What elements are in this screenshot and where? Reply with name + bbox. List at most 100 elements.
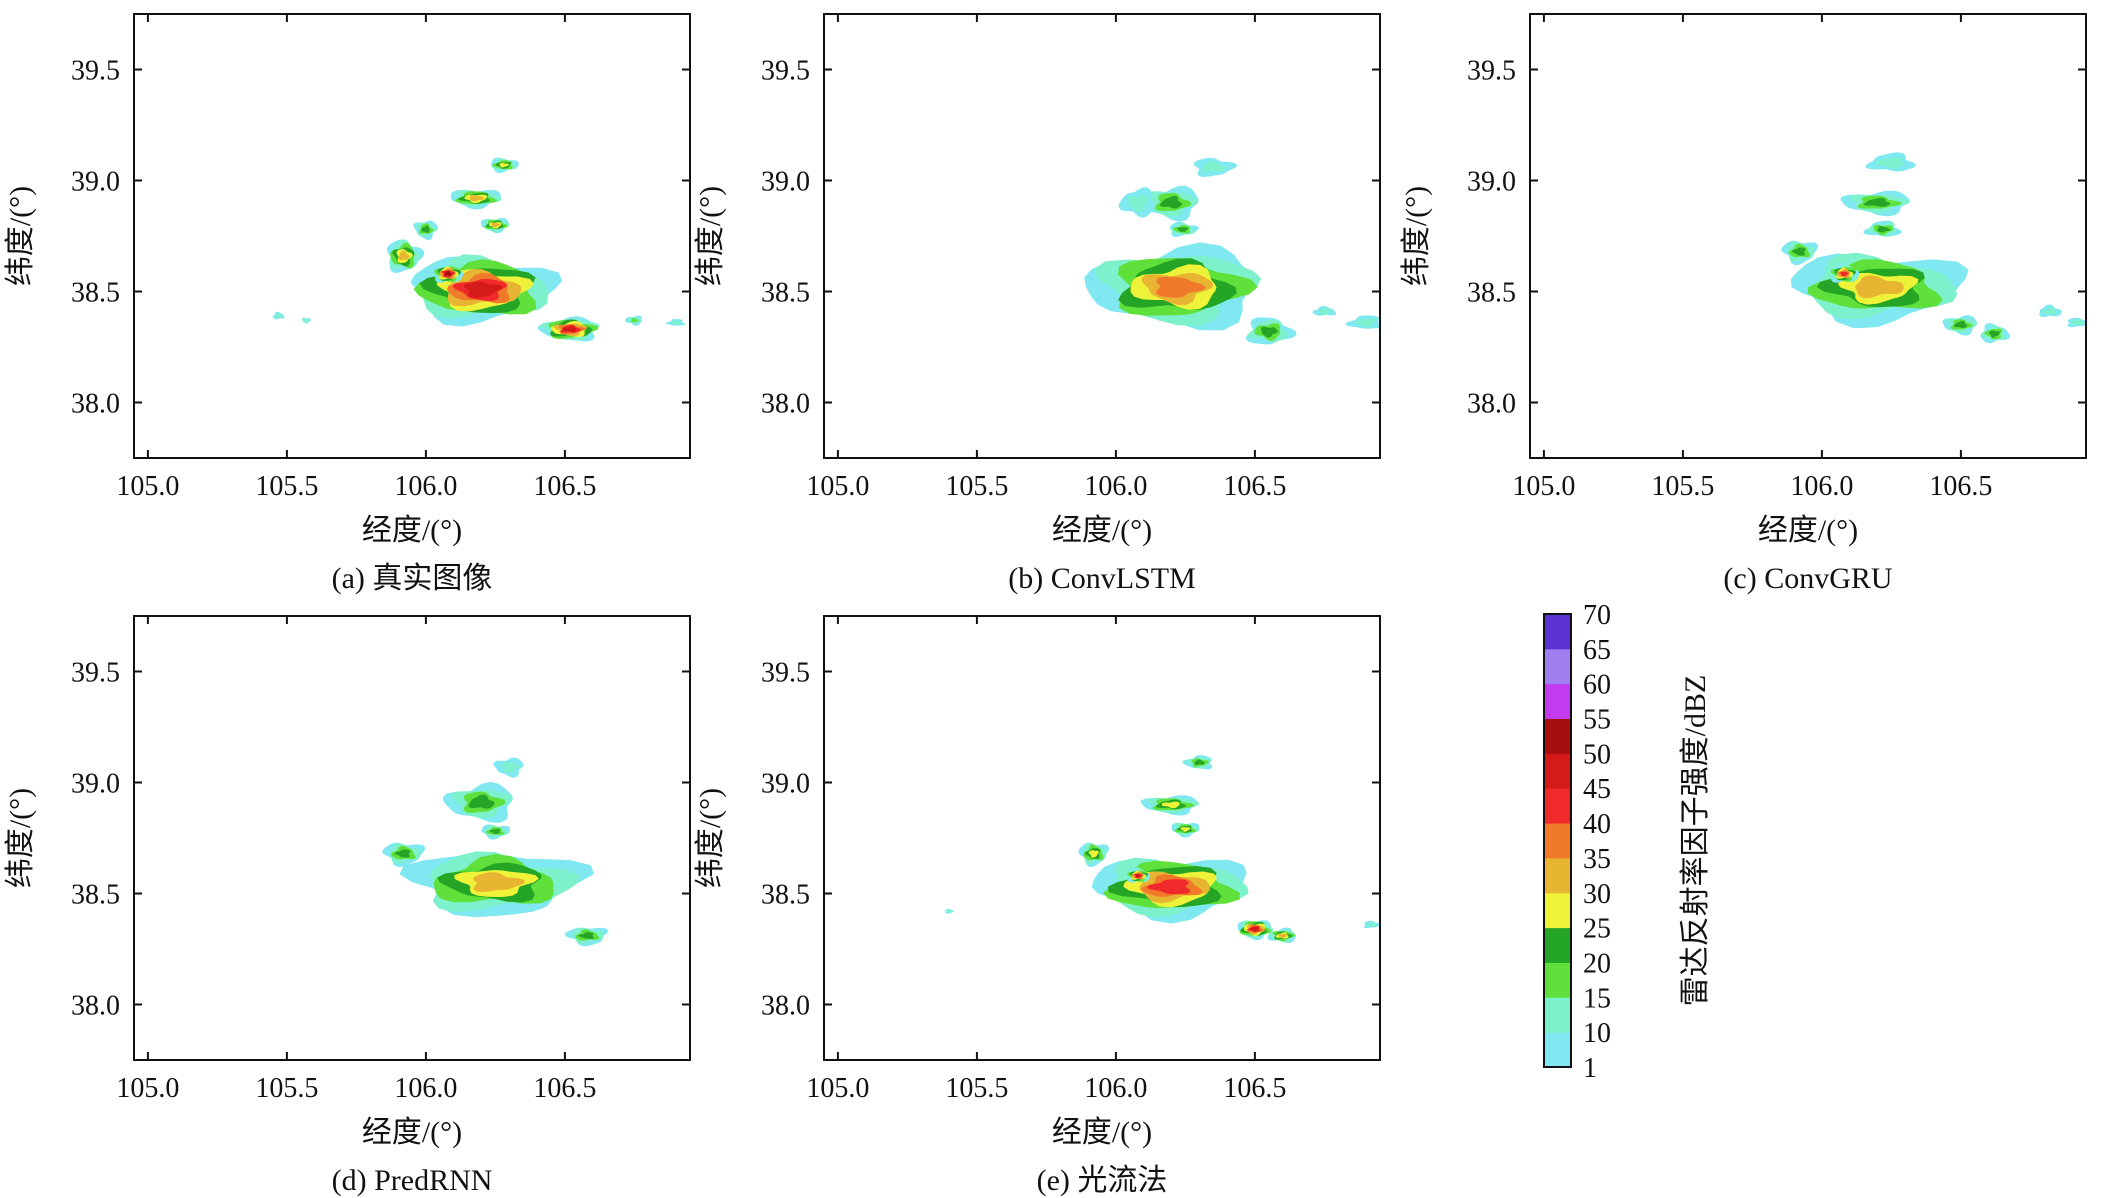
colorbar-swatch xyxy=(1544,1032,1571,1068)
colorbar-tick-label: 55 xyxy=(1583,705,1611,736)
y-tick-label: 38.5 xyxy=(71,880,120,911)
x-tick-label: 106.5 xyxy=(1223,1073,1286,1104)
echo-contour xyxy=(274,313,282,318)
echo-contour xyxy=(1877,226,1891,233)
echo-contour xyxy=(1194,759,1205,765)
x-tick-label: 105.5 xyxy=(255,471,318,502)
colorbar-swatch xyxy=(1544,718,1571,754)
echo-contour xyxy=(563,326,577,333)
echo-layer xyxy=(1781,152,2086,344)
y-axis-label: 纬度/(°) xyxy=(4,186,37,286)
y-tick-label: 38.5 xyxy=(1467,278,1516,309)
echo-contour xyxy=(578,932,594,939)
x-tick-label: 105.5 xyxy=(1651,471,1714,502)
echo-contour xyxy=(1953,320,1968,329)
echo-contour xyxy=(1316,308,1331,315)
y-tick-label: 39.5 xyxy=(1467,56,1516,87)
panel-title: (e) 光流法 xyxy=(1037,1164,1168,1197)
y-tick-label: 39.0 xyxy=(71,769,120,800)
x-axis-label: 经度/(°) xyxy=(1758,514,1858,547)
panel-d: 105.0 105.5 106.0 106.5 38.0 38.5 39.0 39.5 经度/(… xyxy=(4,615,691,1197)
panel-title: (b) ConvLSTM xyxy=(1008,562,1196,595)
echo-contour xyxy=(1863,197,1891,207)
colorbar-swatch xyxy=(1544,648,1571,685)
echo-contour xyxy=(304,318,310,322)
echo-layer xyxy=(272,157,686,342)
echo-contour xyxy=(1792,247,1806,256)
x-tick-label: 105.0 xyxy=(116,1073,179,1104)
colorbar-tick-label: 35 xyxy=(1583,844,1611,875)
y-axis-label: 纬度/(°) xyxy=(4,788,37,888)
colorbar-tick-label: 10 xyxy=(1583,1018,1611,1049)
echo-contour xyxy=(1088,850,1099,858)
echo-contour xyxy=(489,829,501,834)
colorbar-swatch xyxy=(1544,892,1571,929)
echo-contour xyxy=(1989,330,2000,338)
panels-layer: 105.0 105.5 106.0 106.5 38.0 38.5 39.0 39.5 经度/(… xyxy=(4,13,2087,1197)
y-tick-label: 38.5 xyxy=(761,880,810,911)
x-tick-label: 106.5 xyxy=(533,471,596,502)
echo-contour xyxy=(670,320,681,325)
y-tick-label: 39.5 xyxy=(71,56,120,87)
colorbar-swatch xyxy=(1544,683,1571,720)
colorbar-swatch xyxy=(1544,962,1571,998)
echo-contour xyxy=(1202,160,1226,173)
colorbar-tick-label: 30 xyxy=(1583,879,1611,910)
x-tick-label: 106.5 xyxy=(533,1073,596,1104)
y-tick-label: 38.0 xyxy=(761,389,810,420)
echo-contour xyxy=(1180,827,1190,832)
echo-contour xyxy=(1261,326,1278,338)
echo-contour xyxy=(946,909,952,913)
x-tick-label: 106.0 xyxy=(1084,471,1147,502)
echo-layer xyxy=(382,757,609,947)
x-axis-label: 经度/(°) xyxy=(362,514,462,547)
echo-contour xyxy=(472,872,526,893)
echo-contour xyxy=(468,794,495,809)
echo-contour xyxy=(2042,307,2056,315)
panel-title: (d) PredRNN xyxy=(332,1164,493,1197)
echo-layer xyxy=(1084,157,1380,345)
x-tick-label: 106.0 xyxy=(1084,1073,1147,1104)
colorbar-tick-label: 25 xyxy=(1583,914,1611,945)
x-tick-label: 106.5 xyxy=(1929,471,1992,502)
colorbar-swatch xyxy=(1544,788,1571,824)
echo-layer xyxy=(945,755,1380,943)
y-tick-label: 39.0 xyxy=(71,167,120,198)
x-tick-label: 106.5 xyxy=(1223,471,1286,502)
colorbar-swatch xyxy=(1544,997,1571,1033)
y-tick-label: 39.5 xyxy=(71,658,120,689)
echo-contour xyxy=(2070,319,2085,326)
echo-contour xyxy=(394,849,411,858)
panel-title: (a) 真实图像 xyxy=(332,562,493,595)
panel-b: 105.0 105.5 106.0 106.5 38.0 38.5 39.0 39.5 经度/(… xyxy=(694,13,1381,595)
echo-contour xyxy=(1278,933,1287,939)
y-axis-label: 纬度/(°) xyxy=(1400,186,1433,286)
echo-contour xyxy=(444,271,452,276)
echo-contour xyxy=(500,762,520,773)
x-tick-label: 105.5 xyxy=(945,1073,1008,1104)
echo-contour xyxy=(1855,275,1904,298)
y-tick-label: 38.0 xyxy=(71,991,120,1022)
echo-contour xyxy=(1160,195,1183,209)
colorbar-swatches xyxy=(1544,614,1571,1068)
panel-c: 105.0 105.5 106.0 106.5 38.0 38.5 39.0 39.5 经度/(… xyxy=(1400,13,2087,595)
x-tick-label: 106.0 xyxy=(394,1073,457,1104)
panel-e: 105.0 105.5 106.0 106.5 38.0 38.5 39.0 39.5 经度/(… xyxy=(694,615,1381,1197)
colorbar-swatch xyxy=(1544,823,1571,859)
echo-contour xyxy=(1147,879,1191,895)
echo-contour xyxy=(630,318,639,323)
y-tick-label: 38.0 xyxy=(71,389,120,420)
echo-contour xyxy=(1176,227,1189,232)
colorbar-frame xyxy=(1543,613,1572,1068)
x-tick-label: 105.0 xyxy=(806,1073,869,1104)
x-tick-label: 105.0 xyxy=(1512,471,1575,502)
echo-contour xyxy=(1877,157,1903,169)
echo-contour xyxy=(398,250,410,261)
echo-contour xyxy=(1135,873,1142,878)
y-tick-label: 38.0 xyxy=(1467,389,1516,420)
y-axis-label: 纬度/(°) xyxy=(694,788,727,888)
echo-contour xyxy=(463,281,503,298)
echo-contour xyxy=(421,225,430,233)
